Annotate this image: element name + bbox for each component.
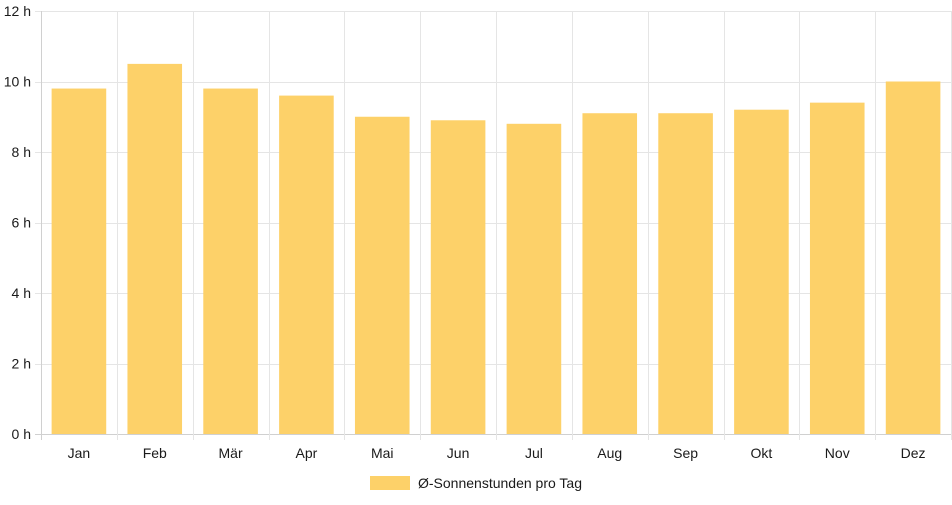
x-tick-label: Dez: [901, 445, 926, 461]
y-tick-label: 6 h: [12, 215, 31, 231]
x-tick-label: Sep: [673, 445, 698, 461]
bar-feb: [127, 63, 183, 434]
bar-aug: [582, 113, 638, 434]
legend[interactable]: Ø-Sonnenstunden pro Tag: [370, 475, 582, 491]
x-tick-label: Okt: [751, 445, 773, 461]
x-tick-label: Nov: [825, 445, 850, 461]
x-tick-label: Jul: [525, 445, 543, 461]
bar-jan: [51, 88, 107, 435]
y-tick-label: 0 h: [12, 426, 31, 442]
x-tick-label: Mär: [219, 445, 243, 461]
y-tick-label: 8 h: [12, 144, 31, 160]
axes: 0 h 2 h 4 h 6 h 8 h 10 h 12 h Jan Feb Mär Apr Mai Ju…: [4, 3, 926, 461]
bar-jul: [506, 123, 562, 435]
y-tick-label: 2 h: [12, 356, 31, 372]
bar-mai: [354, 116, 410, 434]
x-tick-label: Jun: [447, 445, 470, 461]
x-tick-label: Feb: [143, 445, 167, 461]
bar-mär: [203, 88, 258, 435]
x-tick-label: Apr: [296, 445, 318, 461]
bar-dez: [885, 81, 941, 434]
bars: [51, 63, 941, 435]
y-tick-label: 12 h: [4, 3, 31, 19]
bar-okt: [734, 109, 789, 434]
y-tick-label: 10 h: [4, 74, 31, 90]
bar-jun: [430, 120, 486, 435]
bar-apr: [279, 95, 334, 434]
x-tick-label: Jan: [68, 445, 91, 461]
bar-nov: [809, 102, 865, 435]
legend-swatch: [370, 476, 410, 490]
x-tick-label: Aug: [597, 445, 622, 461]
x-tick-label: Mai: [371, 445, 394, 461]
y-tick-label: 4 h: [12, 285, 31, 301]
legend-label: Ø-Sonnenstunden pro Tag: [418, 475, 582, 491]
grid-lines: [35, 11, 952, 440]
bar-sep: [658, 113, 713, 434]
